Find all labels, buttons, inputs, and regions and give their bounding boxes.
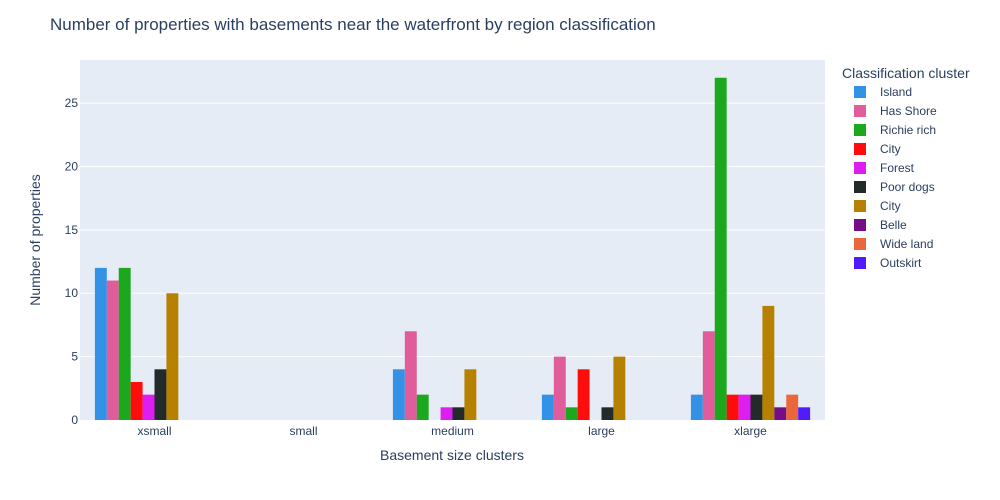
legend-item-has-shore[interactable]: Has Shore xyxy=(854,104,937,118)
y-axis-ticks: 0 5 10 15 20 25 xyxy=(65,96,79,427)
bar-city-xlarge[interactable] xyxy=(726,394,739,420)
legend-swatch xyxy=(854,181,866,193)
bar-richie-rich-large[interactable] xyxy=(565,407,578,420)
bar-poor-dogs-xsmall[interactable] xyxy=(154,369,167,420)
legend-swatch xyxy=(854,105,866,117)
legend-swatch xyxy=(854,257,866,269)
legend-item-island[interactable]: Island xyxy=(854,85,912,99)
y-tick-label: 15 xyxy=(65,223,79,237)
bar-poor-dogs-xlarge[interactable] xyxy=(750,394,763,420)
bar-poor-dogs-medium[interactable] xyxy=(452,407,465,420)
bar-island-large[interactable] xyxy=(541,394,554,420)
bar-forest-xlarge[interactable] xyxy=(738,394,751,420)
legend-label: Has Shore xyxy=(880,104,937,118)
bar-richie-rich-medium[interactable] xyxy=(416,394,429,420)
legend-item-outskirt[interactable]: Outskirt xyxy=(854,256,922,270)
bar-city-large[interactable] xyxy=(577,369,590,420)
legend-swatch xyxy=(854,162,866,174)
bar-city-xsmall[interactable] xyxy=(130,381,143,420)
legend-label: Forest xyxy=(880,161,915,175)
bar-city-xlarge[interactable] xyxy=(762,305,775,420)
legend-label: Richie rich xyxy=(880,123,936,137)
x-axis-ticks: xsmall small medium large xlarge xyxy=(137,424,767,438)
x-tick-label: small xyxy=(289,424,317,438)
legend-label: Wide land xyxy=(880,237,933,251)
bar-richie-rich-xlarge[interactable] xyxy=(714,77,727,420)
bar-city-large[interactable] xyxy=(613,356,626,420)
bar-has-shore-xlarge[interactable] xyxy=(702,331,715,420)
y-axis-title: Number of properties xyxy=(27,174,43,306)
bars xyxy=(94,77,811,420)
plot-background xyxy=(80,60,825,420)
x-tick-label: medium xyxy=(431,424,474,438)
legend-item-richie-rich[interactable]: Richie rich xyxy=(854,123,936,137)
legend-label: Belle xyxy=(880,218,907,232)
legend[interactable]: Island Has Shore Richie rich City Forest Poor… xyxy=(854,85,937,270)
legend-swatch xyxy=(854,86,866,98)
bar-forest-xsmall[interactable] xyxy=(142,394,155,420)
legend-swatch xyxy=(854,143,866,155)
legend-swatch xyxy=(854,124,866,136)
legend-item-wide-land[interactable]: Wide land xyxy=(854,237,933,251)
bar-richie-rich-xsmall[interactable] xyxy=(118,267,131,420)
bar-belle-xlarge[interactable] xyxy=(774,407,787,420)
legend-label: City xyxy=(880,142,901,156)
legend-swatch xyxy=(854,200,866,212)
legend-label: Island xyxy=(880,85,912,99)
legend-item-city[interactable]: City xyxy=(854,199,901,213)
gridlines xyxy=(80,102,825,358)
legend-swatch xyxy=(854,219,866,231)
legend-swatch xyxy=(854,238,866,250)
bar-outskirt-xlarge[interactable] xyxy=(798,407,811,420)
x-tick-label: xsmall xyxy=(137,424,171,438)
legend-label: City xyxy=(880,199,901,213)
y-tick-label: 10 xyxy=(65,286,79,300)
bar-has-shore-medium[interactable] xyxy=(404,331,417,420)
legend-label: Poor dogs xyxy=(880,180,935,194)
legend-item-poor-dogs[interactable]: Poor dogs xyxy=(854,180,935,194)
bar-island-medium[interactable] xyxy=(392,369,405,420)
y-tick-label: 20 xyxy=(65,159,79,173)
bar-city-xsmall[interactable] xyxy=(166,293,179,420)
y-tick-label: 25 xyxy=(65,96,79,110)
bar-forest-medium[interactable] xyxy=(440,407,453,420)
chart-title: Number of properties with basements near… xyxy=(50,15,656,34)
bar-poor-dogs-large[interactable] xyxy=(601,407,614,420)
bar-island-xsmall[interactable] xyxy=(94,267,107,420)
x-axis-title: Basement size clusters xyxy=(380,447,524,463)
legend-title: Classification cluster xyxy=(842,65,970,81)
legend-item-city[interactable]: City xyxy=(854,142,901,156)
y-tick-label: 5 xyxy=(71,350,78,364)
x-tick-label: xlarge xyxy=(734,424,767,438)
x-tick-label: large xyxy=(588,424,615,438)
legend-item-forest[interactable]: Forest xyxy=(854,161,915,175)
bar-has-shore-xsmall[interactable] xyxy=(106,280,119,420)
bar-wide-land-xlarge[interactable] xyxy=(786,394,799,420)
bar-has-shore-large[interactable] xyxy=(553,356,566,420)
legend-item-belle[interactable]: Belle xyxy=(854,218,907,232)
y-tick-label: 0 xyxy=(71,413,78,427)
legend-label: Outskirt xyxy=(880,256,922,270)
bar-city-medium[interactable] xyxy=(464,369,477,420)
bar-island-xlarge[interactable] xyxy=(690,394,703,420)
